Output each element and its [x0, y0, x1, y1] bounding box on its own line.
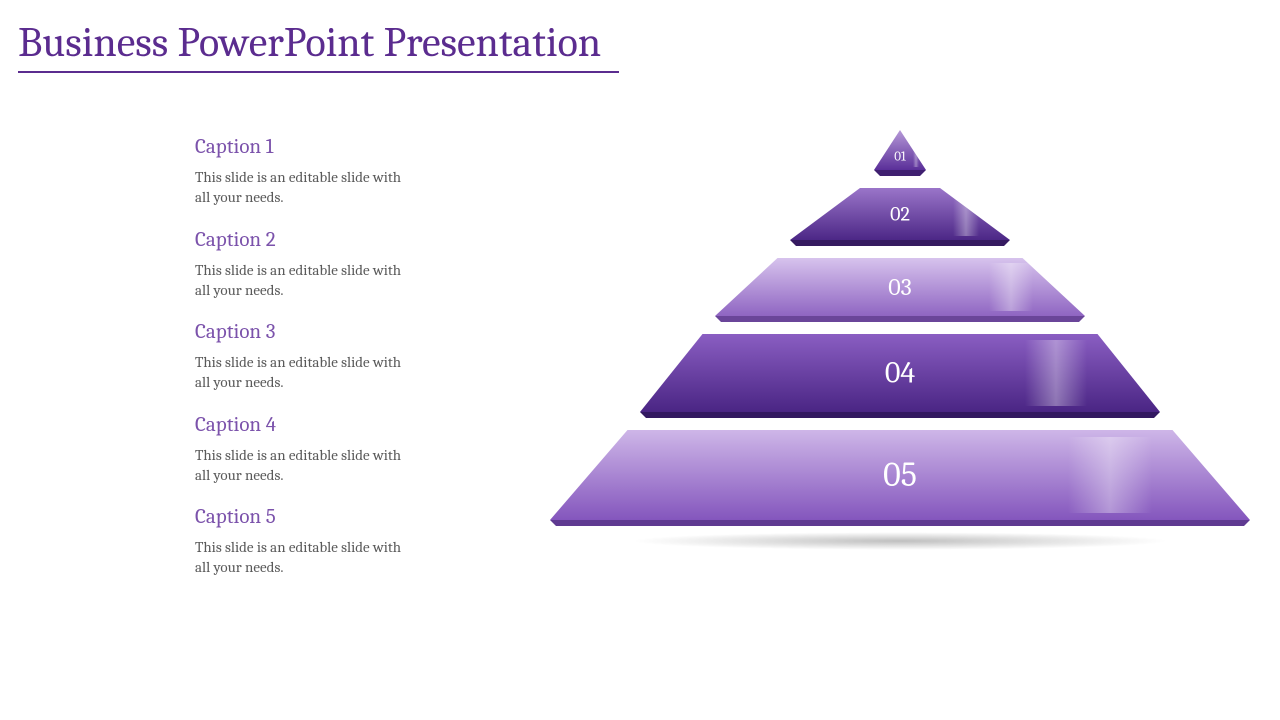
caption-body: This slide is an editable slide with all… [195, 260, 415, 301]
pyramid-tier: 02 [790, 188, 1010, 240]
pyramid-tier: 05 [550, 430, 1250, 520]
tier-highlight [953, 192, 979, 236]
tier-label: 03 [888, 273, 911, 301]
caption-body: This slide is an editable slide with all… [195, 352, 415, 393]
pyramid-tier: 01 [874, 130, 926, 170]
caption-item: Caption 3 This slide is an editable slid… [195, 320, 415, 393]
caption-body: This slide is an editable slide with all… [195, 537, 415, 578]
tier-label: 02 [890, 203, 910, 226]
caption-item: Caption 5 This slide is an editable slid… [195, 505, 415, 578]
caption-title: Caption 1 [195, 135, 415, 159]
pyramid-tier: 04 [640, 334, 1160, 412]
caption-title: Caption 3 [195, 320, 415, 344]
pyramid-tier: 03 [715, 258, 1085, 316]
tier-highlight [1025, 340, 1087, 406]
tier-label: 05 [883, 455, 917, 495]
caption-item: Caption 1 This slide is an editable slid… [195, 135, 415, 208]
caption-body: This slide is an editable slide with all… [195, 445, 415, 486]
pyramid-shadow [630, 532, 1170, 550]
caption-item: Caption 4 This slide is an editable slid… [195, 413, 415, 486]
tier-edge [640, 412, 1160, 418]
tier-edge [715, 316, 1085, 322]
tier-edge [874, 170, 926, 176]
slide-title: Business PowerPoint Presentation [18, 18, 619, 73]
pyramid-diagram: 01 02 03 04 05 [520, 130, 1280, 680]
caption-title: Caption 2 [195, 228, 415, 252]
caption-list: Caption 1 This slide is an editable slid… [195, 135, 415, 598]
tier-edge [790, 240, 1010, 246]
caption-item: Caption 2 This slide is an editable slid… [195, 228, 415, 301]
tier-highlight [989, 263, 1033, 312]
caption-body: This slide is an editable slide with all… [195, 167, 415, 208]
tier-highlight [1068, 437, 1152, 513]
tier-highlight [913, 133, 919, 167]
caption-title: Caption 5 [195, 505, 415, 529]
caption-title: Caption 4 [195, 413, 415, 437]
tier-label: 04 [885, 356, 915, 391]
tier-label: 01 [894, 150, 905, 165]
tier-edge [550, 520, 1250, 526]
